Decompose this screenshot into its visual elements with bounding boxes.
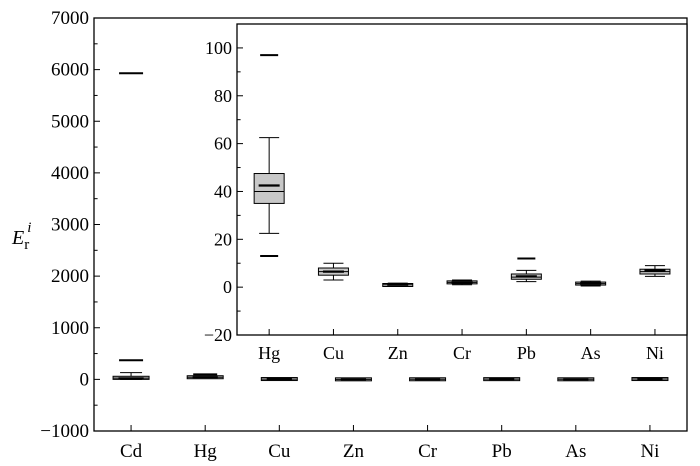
main-x-tick-label: As — [565, 441, 586, 462]
main-y-tick-label: 6000 — [51, 60, 89, 81]
inset-x-tick-label: Ni — [646, 343, 664, 363]
main-y-tick-label: 0 — [80, 369, 90, 390]
main-x-tick-label: Hg — [194, 441, 218, 462]
inset-plot: −20 0 20 40 60 80 100 Hg Cu Zn Cr Pb As Ni — [204, 23, 688, 363]
inset-y-tick-label: 20 — [214, 229, 232, 249]
inset-y-tick-label: 80 — [214, 86, 232, 106]
main-y-tick-label: 1000 — [51, 318, 89, 339]
main-y-tick-label: 5000 — [51, 111, 89, 132]
main-x-tick-label: Pb — [492, 441, 512, 462]
y-axis-title: Eri — [11, 220, 31, 253]
inset-y-tick-label: −20 — [204, 325, 232, 345]
main-y-tick-label: 4000 — [51, 163, 89, 184]
inset-x-tick-label: As — [581, 343, 601, 363]
inset-x-tick-label: Cr — [453, 343, 471, 363]
inset-plot-frame — [236, 23, 688, 336]
inset-x-tick-label: Hg — [258, 343, 280, 363]
inset-box — [253, 173, 285, 204]
inset-y-tick-label: 60 — [214, 134, 232, 154]
main-y-tick-label: 2000 — [51, 266, 89, 287]
main-y-tick-label: 3000 — [51, 215, 89, 236]
inset-x-tick-label: Zn — [388, 343, 408, 363]
main-x-tick-label: Zn — [343, 441, 365, 462]
inset-y-tick-label: 0 — [223, 277, 232, 297]
inset-x-tick-label: Pb — [517, 343, 536, 363]
main-x-tick-label: Cr — [418, 441, 438, 462]
inset-y-tick-label: 40 — [214, 181, 232, 201]
main-y-tick-label: −1000 — [40, 421, 89, 442]
main-x-tick-label: Ni — [640, 441, 659, 462]
main-x-tick-label: Cu — [268, 441, 291, 462]
inset-y-tick-label: 100 — [205, 38, 232, 58]
main-x-tick-label: Cd — [120, 441, 143, 462]
main-y-tick-label: 7000 — [51, 8, 89, 29]
inset-x-tick-label: Cu — [323, 343, 344, 363]
